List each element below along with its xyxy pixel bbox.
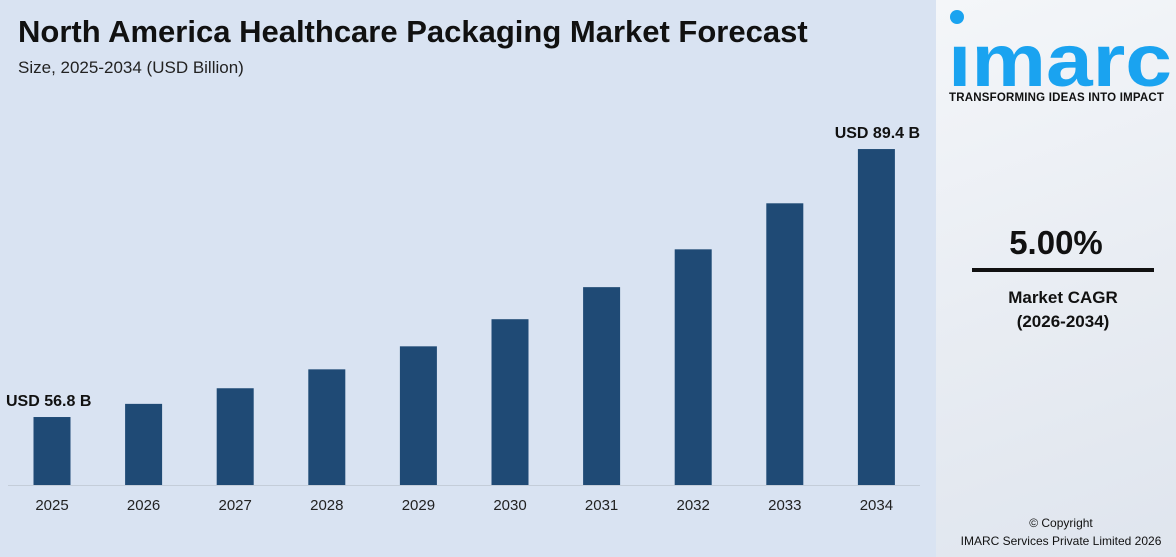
bar-2026 — [125, 403, 163, 485]
bar-2029 — [399, 346, 437, 485]
bar-2032 — [674, 249, 712, 485]
chart-panel: North America Healthcare Packaging Marke… — [6, 14, 921, 514]
x-tick-label: 2029 — [402, 497, 435, 514]
x-tick-label: 2026 — [127, 497, 160, 514]
copyright-line2: IMARC Services Private Limited 2026 — [960, 534, 1162, 548]
cagr-label-line1: Market CAGR — [1008, 288, 1118, 307]
x-tick-label: 2033 — [768, 497, 801, 514]
bar-2031 — [583, 287, 621, 485]
chart-title: North America Healthcare Packaging Marke… — [18, 14, 808, 49]
bar-2034 — [857, 149, 895, 486]
x-tick-label: 2030 — [493, 497, 526, 514]
side-panel: ımarc TRANSFORMING IDEAS INTO IMPACT 5.0… — [936, 0, 1176, 557]
x-tick-label: 2031 — [585, 497, 618, 514]
cagr-label-line2: (2026-2034) — [1016, 312, 1110, 331]
x-tick-label: 2025 — [35, 497, 68, 514]
bar-chart: 2025 USD 56.8 B 2026 2027 2028 2029 2030 2031 20… — [6, 125, 920, 514]
divider — [972, 268, 1154, 272]
logo-tagline: TRANSFORMING IDEAS INTO IMPACT — [949, 92, 1165, 104]
cagr-label: Market CAGR (2026-2034) — [936, 286, 1176, 334]
bar-2027 — [216, 388, 254, 485]
data-label: USD 56.8 B — [6, 393, 91, 410]
bar-2028 — [308, 369, 346, 485]
bar-2030 — [491, 319, 529, 485]
x-tick-label: 2027 — [219, 497, 252, 514]
x-tick-label: 2028 — [310, 497, 343, 514]
copyright-line1: © Copyright — [1029, 516, 1093, 530]
cagr-value: 5.00% — [1009, 224, 1103, 261]
data-label: USD 89.4 B — [835, 125, 920, 142]
copyright: © Copyright IMARC Services Private Limit… — [936, 514, 1176, 550]
bar-2025 — [33, 417, 71, 485]
x-tick-label: 2034 — [860, 497, 893, 514]
imarc-logo: ımarc — [948, 10, 1172, 90]
chart-subtitle: Size, 2025-2034 (USD Billion) — [18, 58, 244, 77]
bar-2033 — [766, 203, 804, 485]
svg-text:ımarc: ımarc — [948, 19, 1172, 90]
x-tick-label: 2032 — [677, 497, 710, 514]
